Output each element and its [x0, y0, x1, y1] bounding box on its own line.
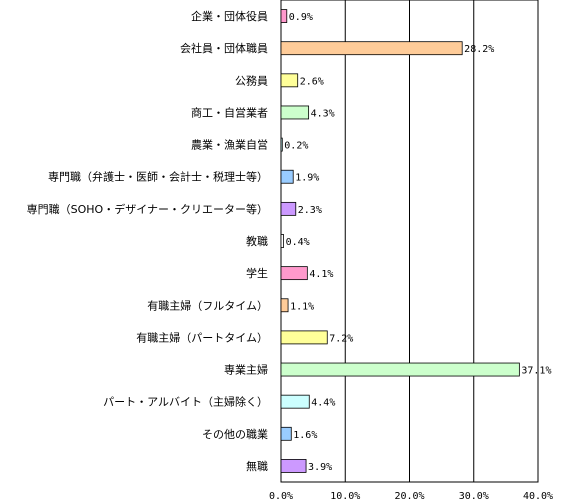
value-label: 4.3% [311, 108, 335, 119]
x-tick-label: 40.0% [523, 491, 553, 502]
x-tick-label: 20.0% [394, 491, 424, 502]
bar [280, 234, 284, 248]
value-label: 1.1% [290, 301, 314, 312]
value-label: 1.9% [295, 173, 319, 184]
category-label: その他の職業 [202, 428, 268, 441]
bar [280, 330, 328, 345]
value-label: 0.2% [284, 141, 308, 152]
value-label: 2.6% [300, 76, 324, 87]
value-label: 4.1% [309, 269, 333, 280]
bar [280, 459, 307, 473]
bar [280, 426, 292, 441]
bar [280, 73, 299, 88]
bar [280, 41, 463, 56]
bar [280, 169, 294, 184]
bar [280, 105, 310, 120]
bar [280, 9, 288, 23]
value-label: 0.4% [286, 237, 310, 248]
category-label: 農業・漁業自営 [191, 138, 268, 152]
value-label: 0.9% [289, 12, 313, 23]
value-labels: 0.9% 28.2% 2.6% 4.3% 0.2% 1.9% 2.3% 0.4% 4.1% 1.1… [284, 12, 551, 473]
category-label: 専門職（SOHO・デザイナー・クリエーター等） [27, 202, 268, 216]
x-tick-label: 10.0% [330, 491, 360, 502]
bars [280, 9, 520, 473]
bar [280, 137, 283, 152]
value-label: 2.3% [298, 205, 322, 216]
bar [280, 266, 308, 281]
value-label: 4.4% [311, 398, 335, 409]
category-label: 公務員 [235, 73, 268, 87]
value-label: 7.2% [329, 333, 353, 344]
x-tick-label: 0.0% [269, 491, 293, 502]
category-label: 無職 [246, 459, 268, 473]
bar [280, 394, 310, 409]
value-label: 3.9% [308, 462, 332, 473]
category-label: パート・アルバイト（主婦除く） [103, 395, 268, 409]
x-tick-label: 30.0% [459, 491, 489, 502]
category-label: 会社員・団体職員 [180, 41, 268, 55]
x-axis-ticks: 0.0% 10.0% 20.0% 30.0% 40.0% [269, 491, 553, 502]
category-label: 教職 [246, 235, 268, 248]
bar [280, 298, 289, 313]
value-label: 1.6% [293, 430, 317, 441]
category-label: 専門職（弁護士・医師・会計士・税理士等） [48, 170, 268, 184]
category-label: 専業主婦 [224, 363, 268, 377]
bar [280, 362, 520, 377]
gridlines [344, 0, 475, 482]
category-label: 企業・団体役員 [191, 9, 268, 23]
category-labels: 企業・団体役員会社員・団体職員公務員商工・自営業者農業・漁業自営専門職（弁護士・… [27, 9, 268, 473]
bar [280, 201, 297, 216]
category-label: 商工・自営業者 [191, 105, 268, 119]
value-label: 37.1% [521, 366, 551, 377]
value-label: 28.2% [464, 44, 494, 55]
category-label: 学生 [246, 266, 268, 280]
category-label: 有職主婦（フルタイム） [147, 298, 268, 312]
category-label: 有職主婦（パートタイム） [136, 330, 268, 344]
